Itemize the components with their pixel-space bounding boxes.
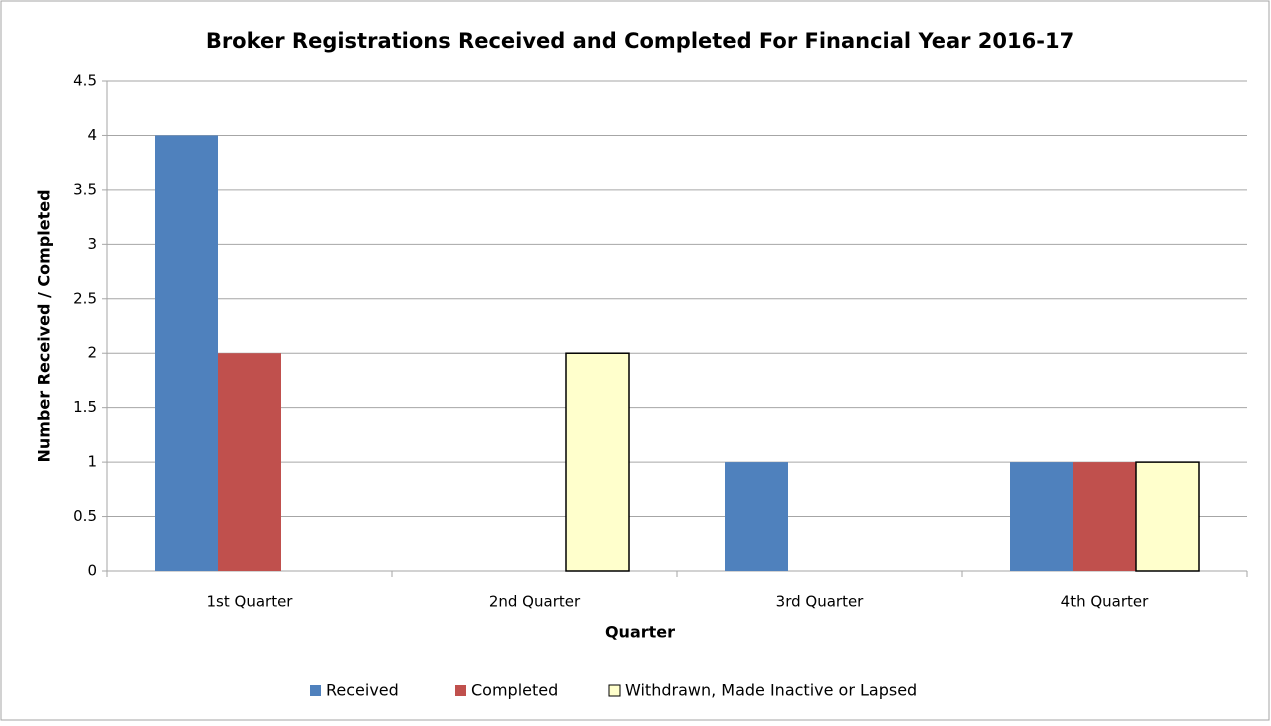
y-tick-label: 2 [87,344,97,362]
bar [218,353,281,571]
x-tick-label: 1st Quarter [207,593,294,611]
x-tick-label: 4th Quarter [1061,593,1149,611]
bar [565,352,630,572]
y-tick-label: 1.5 [73,398,97,416]
y-tick-label: 4.5 [73,72,97,90]
chart-title: Broker Registrations Received and Comple… [206,29,1074,53]
bar [1135,461,1200,572]
bar [1010,462,1073,571]
legend-label: Withdrawn, Made Inactive or Lapsed [625,681,917,700]
x-tick-label: 2nd Quarter [489,593,581,611]
y-tick-label: 0 [87,562,97,580]
x-tick-label: 3rd Quarter [776,593,865,611]
y-tick-label: 1 [87,453,97,471]
bar [155,135,218,571]
legend-swatch [608,684,621,697]
y-tick-label: 3 [87,235,97,253]
bar [1073,462,1136,571]
legend-label: Completed [471,681,558,700]
y-tick-label: 2.5 [73,289,97,307]
legend-label: Received [326,681,399,700]
legend-swatch [310,685,321,696]
y-axis-label: Number Received / Completed [35,189,54,462]
y-tick-label: 4 [87,126,97,144]
bar [725,462,788,571]
legend-swatch [455,685,466,696]
y-tick-label: 0.5 [73,507,97,525]
x-axis-label: Quarter [605,623,675,642]
y-tick-label: 3.5 [73,180,97,198]
